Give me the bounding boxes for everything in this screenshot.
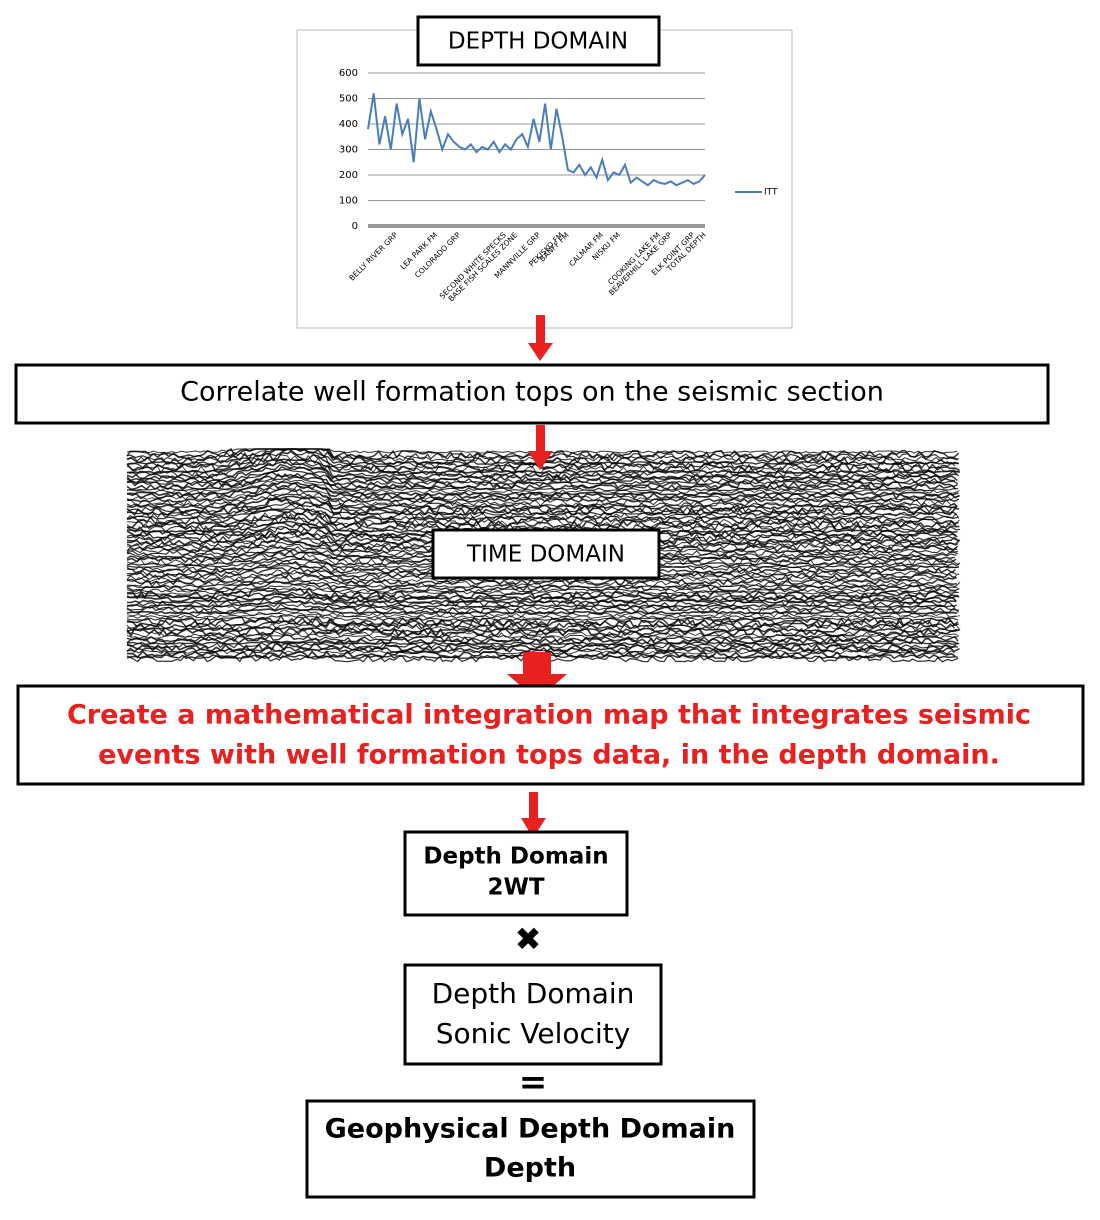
seismic-trace: [126, 512, 960, 530]
seismic-trace: [126, 478, 960, 494]
seismic-trace: [126, 487, 960, 503]
time-domain-label: TIME DOMAIN: [466, 542, 625, 568]
seismic-trace: [126, 448, 958, 462]
depth-domain-box: [416, 15, 661, 67]
equals-symbol: =: [519, 1063, 548, 1103]
seismic-trace: [126, 630, 958, 638]
seismic-trace: [127, 488, 956, 507]
seismic-trace: [126, 602, 960, 611]
seismic-trace: [126, 448, 959, 465]
seismic-trace: [126, 600, 956, 608]
integration-line: Create a mathematical integration map th…: [67, 700, 1031, 731]
depth-domain-label: DEPTH DOMAIN: [448, 29, 628, 55]
twt-box: [403, 830, 629, 917]
result-box: [305, 1099, 756, 1199]
correlate-text: Correlate well formation tops on the sei…: [180, 377, 884, 408]
seismic-trace: [126, 597, 957, 608]
seismic-trace: [126, 590, 959, 600]
seismic-trace: [126, 507, 958, 521]
seismic-trace: [126, 634, 959, 643]
y-tick-label: 300: [339, 145, 358, 156]
seismic-trace: [126, 603, 960, 615]
seismic-trace: [126, 617, 959, 629]
seismic-trace: [126, 614, 959, 621]
legend-label: ITT: [764, 188, 778, 198]
times-symbol: ✖: [515, 920, 542, 958]
seismic-trace: [126, 572, 957, 586]
result-line: Geophysical Depth Domain: [325, 1114, 736, 1145]
seismic-trace: [126, 503, 960, 520]
seismic-trace: [127, 587, 960, 600]
twt-line: 2WT: [487, 875, 544, 901]
correlate-box: [14, 363, 1050, 425]
seismic-trace: [126, 620, 955, 630]
seismic-trace: [126, 637, 959, 645]
seismic-trace: [127, 649, 955, 655]
y-tick-label: 200: [339, 170, 358, 181]
y-tick-label: 400: [339, 119, 358, 130]
seismic-trace: [126, 480, 959, 497]
integration-line: events with well formation tops data, in…: [98, 740, 1000, 771]
velocity-box: [403, 963, 663, 1066]
seismic-trace: [126, 581, 960, 592]
seismic-trace: [126, 476, 959, 492]
time-domain-box: [431, 528, 661, 580]
seismic-trace: [126, 622, 961, 632]
seismic-trace: [126, 612, 956, 619]
y-tick-label: 100: [339, 196, 358, 207]
arrow: [528, 425, 553, 470]
y-tick-label: 0: [352, 221, 358, 232]
seismic-trace: [126, 576, 961, 588]
seismic-trace: [126, 592, 957, 603]
velocity-line: Depth Domain: [432, 977, 635, 1010]
twt-line: Depth Domain: [423, 844, 608, 870]
seismic-trace: [126, 482, 960, 500]
seismic-trace: [126, 513, 961, 531]
chart-frame: [296, 29, 793, 329]
seismic-trace: [126, 485, 960, 501]
seismic-trace: [126, 609, 960, 618]
y-tick-label: 600: [339, 68, 358, 79]
seismic-trace: [126, 473, 957, 491]
result-line: Depth: [484, 1153, 576, 1184]
seismic-trace: [126, 607, 958, 615]
arrow: [528, 315, 553, 361]
seismic-trace: [126, 466, 955, 484]
seismic-trace: [126, 586, 959, 595]
integration-box: [16, 684, 1085, 786]
line-series: [367, 93, 706, 187]
seismic-trace: [126, 495, 958, 510]
y-tick-label: 500: [339, 94, 358, 105]
arrow: [521, 792, 546, 838]
seismic-trace: [126, 626, 960, 638]
velocity-line: Sonic Velocity: [436, 1017, 631, 1050]
